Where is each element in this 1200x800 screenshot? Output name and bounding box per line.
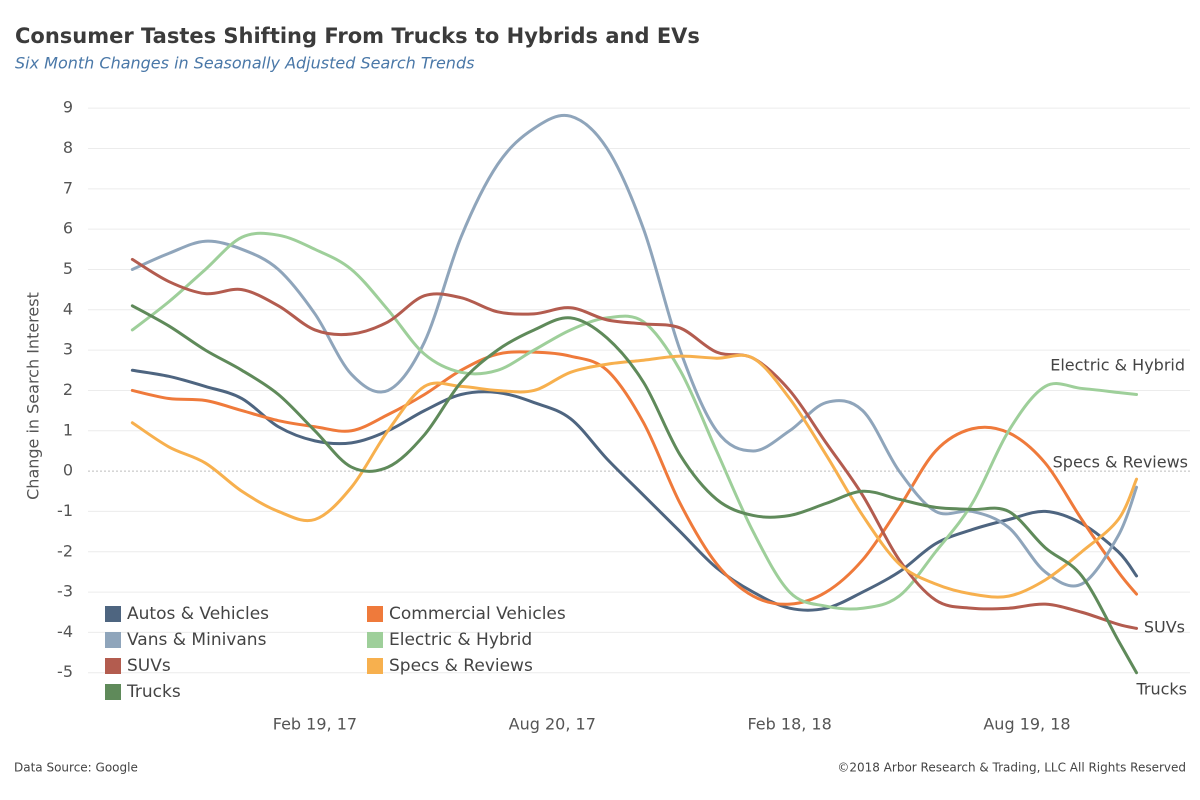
x-tick-label: Feb 18, 18 xyxy=(747,715,831,734)
x-tick-label: Feb 19, 17 xyxy=(273,715,357,734)
legend-swatch xyxy=(367,632,383,648)
legend-label: Autos & Vehicles xyxy=(127,604,269,624)
legend: Autos & Vehicles Commercial Vehicles Vans … xyxy=(105,604,566,702)
y-tick-label: 5 xyxy=(63,259,73,278)
y-tick-label: 7 xyxy=(63,178,73,197)
series-line xyxy=(130,353,1139,599)
series-line xyxy=(130,231,1139,611)
chart-title: Consumer Tastes Shifting From Trucks to … xyxy=(15,24,700,48)
end-label: Trucks xyxy=(1135,680,1187,699)
y-tick-label: 3 xyxy=(63,340,73,359)
legend-swatch xyxy=(105,632,121,648)
source-note: Data Source: Google xyxy=(14,761,138,775)
y-tick-label: 1 xyxy=(63,420,73,439)
y-tick-label: -4 xyxy=(57,622,73,641)
y-tick-label: 8 xyxy=(63,138,73,157)
x-tick-label: Aug 19, 18 xyxy=(983,715,1070,734)
legend-label: Electric & Hybrid xyxy=(389,630,532,650)
legend-swatch xyxy=(367,606,383,622)
y-tick-label: 2 xyxy=(63,380,73,399)
legend-swatch xyxy=(105,606,121,622)
legend-label: SUVs xyxy=(127,656,171,676)
legend-swatch xyxy=(105,684,121,700)
end-label: SUVs xyxy=(1144,618,1185,637)
legend-label: Commercial Vehicles xyxy=(389,604,566,624)
series-line xyxy=(130,257,1139,630)
y-tick-label: -3 xyxy=(57,582,73,601)
legend-swatch xyxy=(367,658,383,674)
grid: -5 -4 -3 -2 -1 0 1 2 3 4 5 6 7 8 9 Feb 19, 17 Aug 20, 17… xyxy=(57,98,1190,734)
chart-subtitle: Six Month Changes in Seasonally Adjusted… xyxy=(15,54,474,73)
legend-label: Trucks xyxy=(126,682,181,702)
y-tick-label: 6 xyxy=(63,219,73,238)
legend-swatch xyxy=(105,658,121,674)
legend-label: Specs & Reviews xyxy=(389,656,533,676)
y-axis-label: Change in Search Interest xyxy=(24,292,43,500)
y-tick-label: 0 xyxy=(63,461,73,480)
series-line xyxy=(130,304,1139,675)
y-tick-label: 4 xyxy=(63,299,73,318)
end-label: Specs & Reviews xyxy=(1053,453,1188,472)
lines xyxy=(130,113,1139,675)
copyright-note: ©2018 Arbor Research & Trading, LLC All … xyxy=(837,761,1186,775)
series-line xyxy=(130,368,1139,612)
y-tick-label: 9 xyxy=(63,98,73,117)
legend-label: Vans & Minivans xyxy=(127,630,267,650)
y-tick-label: -1 xyxy=(57,501,73,520)
y-tick-label: -5 xyxy=(57,662,73,681)
y-tick-label: -2 xyxy=(57,541,73,560)
series-line xyxy=(130,113,1139,588)
end-label: Electric & Hybrid xyxy=(1050,356,1185,375)
x-tick-label: Aug 20, 17 xyxy=(509,715,596,734)
